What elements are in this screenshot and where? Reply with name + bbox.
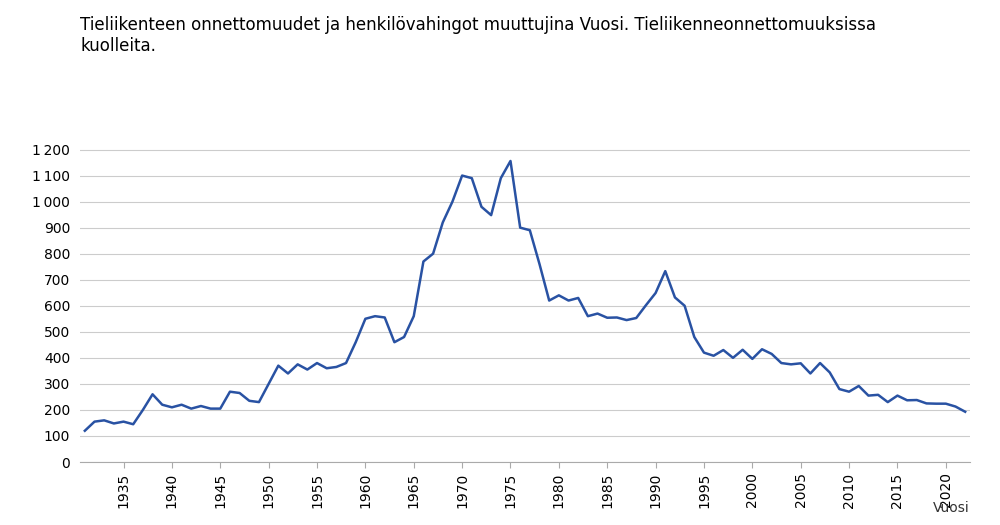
Text: Tieliikenteen onnettomuudet ja henkilövahingot muuttujina Vuosi. Tieliikenneonne: Tieliikenteen onnettomuudet ja henkilöva… — [80, 16, 876, 55]
Text: Vuosi: Vuosi — [933, 500, 970, 514]
